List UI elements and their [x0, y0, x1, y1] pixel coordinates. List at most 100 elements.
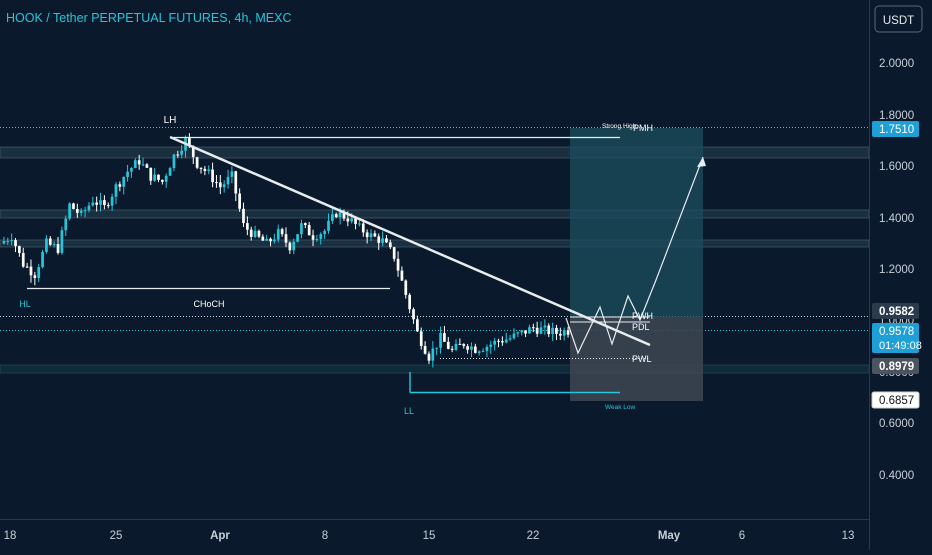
annotations: LH HL CHoCH LL Strong High Weak Low PMH …: [19, 115, 653, 416]
time-axis[interactable]: 18 25 Apr 8 15 22 May 6 13: [0, 519, 869, 543]
candle-body: [551, 327, 554, 335]
descending-trend-line[interactable]: [169, 135, 651, 347]
candle: [218, 174, 222, 195]
candle: [153, 168, 156, 182]
candle: [443, 325, 446, 342]
candle: [14, 237, 17, 253]
candle: [133, 158, 137, 169]
label-ll: LL: [404, 406, 414, 416]
price-tag-bg: [872, 358, 919, 374]
candle: [191, 145, 195, 164]
candle: [122, 176, 126, 195]
candle-body: [558, 333, 562, 336]
candle: [261, 234, 265, 241]
candle-body: [6, 241, 10, 243]
candle: [489, 340, 493, 354]
price-tag-bg: [872, 303, 919, 319]
candle-body: [423, 345, 427, 354]
projected-path[interactable]: [565, 156, 704, 355]
candle: [137, 154, 141, 170]
structure-lines: [27, 136, 650, 394]
candle-body: [481, 350, 485, 352]
time-tick-label: May: [658, 530, 681, 542]
candle: [265, 234, 269, 241]
candle: [381, 231, 384, 247]
candle: [145, 163, 149, 169]
candle: [361, 219, 365, 237]
candle: [466, 344, 469, 354]
candle: [331, 207, 334, 225]
label-pmh: PMH: [633, 123, 653, 133]
long-position[interactable]: [570, 128, 703, 401]
candle: [195, 156, 199, 170]
candle-body: [130, 168, 133, 172]
candle-body: [354, 218, 357, 224]
candle-body: [485, 346, 489, 351]
candle-body: [539, 327, 543, 334]
candle: [300, 219, 303, 239]
candle-body: [288, 242, 292, 251]
candle: [33, 271, 37, 286]
time-tick-label: 18: [4, 530, 17, 542]
candle-body: [126, 171, 129, 178]
label-lh: LH: [164, 115, 177, 126]
candle-body: [342, 212, 346, 219]
price-tick-label: 0.4000: [879, 470, 914, 482]
candle: [52, 241, 56, 248]
candle: [327, 213, 330, 234]
label-pwl: PWL: [632, 354, 652, 364]
candle: [481, 348, 485, 353]
candle-body: [566, 330, 570, 335]
candle-body: [489, 344, 493, 347]
candle-body: [99, 200, 102, 205]
candle: [72, 202, 75, 210]
price-axis[interactable]: 2.00001.80001.60001.40001.20001.00000.80…: [869, 0, 922, 550]
candle: [6, 237, 10, 245]
label-pdl: PDL: [632, 322, 650, 332]
label-pwh: PWH: [632, 311, 653, 321]
time-tick-label: 8: [322, 530, 328, 542]
label-choch: CHoCH: [193, 299, 224, 309]
price-tag: 0.9582: [872, 303, 919, 319]
candle-body: [280, 229, 284, 235]
candle: [126, 164, 129, 182]
candle-body: [462, 344, 466, 347]
candle: [501, 336, 504, 346]
candle-body: [531, 327, 535, 329]
candle: [48, 236, 52, 246]
price-tag-countdown: 01:49:08: [879, 340, 922, 352]
candle-body: [64, 218, 68, 231]
candle: [365, 229, 369, 244]
candle-body: [230, 171, 234, 177]
candle-body: [199, 167, 203, 169]
currency-button[interactable]: USDT: [874, 5, 923, 33]
candle: [385, 234, 388, 243]
price-tag-bg: [872, 323, 919, 353]
candle-body: [493, 340, 497, 345]
candle: [157, 174, 160, 183]
candle: [284, 227, 288, 247]
candle: [41, 249, 44, 269]
candle: [161, 179, 164, 185]
candle-body: [408, 294, 411, 310]
candle: [566, 326, 570, 338]
candle-body: [83, 210, 87, 212]
candle: [149, 167, 153, 185]
price-tags: 1.7510 0.9582 0.9578 01:49:08 0.8979 0.6857: [871, 121, 922, 409]
candle: [558, 327, 562, 341]
label-hl: HL: [19, 299, 31, 309]
candle: [423, 341, 427, 355]
candle: [377, 233, 381, 250]
candle-body: [137, 160, 141, 165]
candle: [555, 324, 558, 341]
candle: [106, 202, 110, 209]
candle-body: [497, 340, 500, 342]
candle-body: [458, 343, 462, 345]
candle-body: [45, 238, 48, 252]
candle: [246, 216, 249, 236]
candle-body: [238, 193, 241, 209]
price-tag-value: 0.9578: [879, 326, 914, 338]
candle: [296, 233, 299, 243]
